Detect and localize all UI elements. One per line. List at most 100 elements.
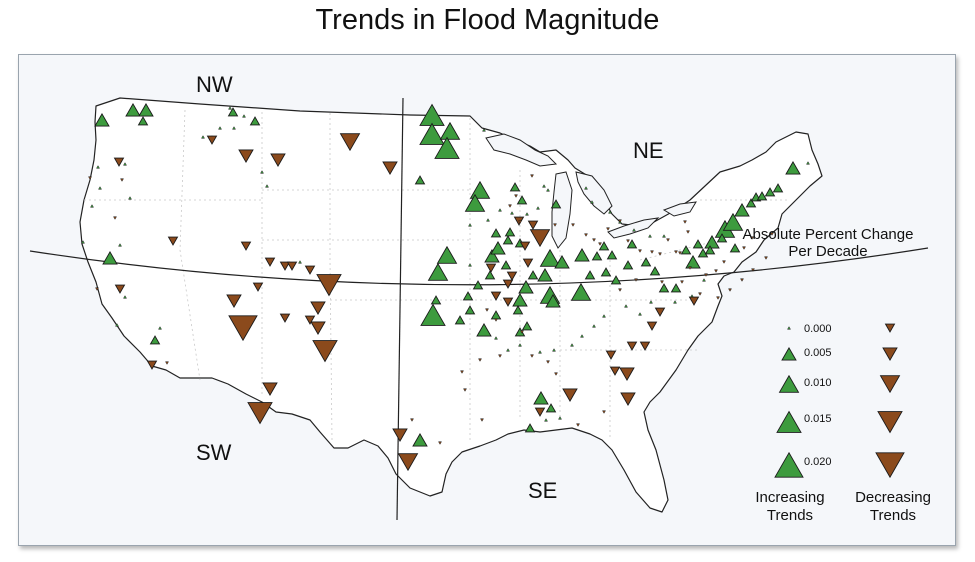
decreasing-trend-marker [660, 280, 664, 284]
decreasing-trend-marker [592, 238, 596, 242]
decreasing-trend-marker [238, 149, 254, 163]
increasing-trend-marker [600, 267, 612, 277]
increasing-trend-marker [626, 239, 638, 249]
decreasing-trend-marker [683, 220, 687, 224]
lake-huron [575, 171, 613, 215]
increasing-trend-marker [232, 126, 236, 130]
increasing-trend-marker [570, 343, 574, 347]
decreasing-trend-marker [247, 402, 273, 425]
increasing-trend-marker [606, 250, 618, 260]
increasing-trend-marker [533, 391, 549, 405]
increasing-trend-marker [685, 255, 701, 269]
legend-increasing-line2: Trends [766, 507, 814, 524]
increasing-trend-marker [624, 304, 628, 308]
increasing-trend-marker [494, 336, 498, 340]
decreasing-trend-marker [609, 366, 621, 376]
decreasing-trend-marker [527, 220, 539, 230]
increasing-trend-marker [512, 305, 524, 315]
decreasing-trend-marker [740, 278, 744, 282]
increasing-trend-marker [468, 223, 472, 227]
increasing-trend-marker [158, 326, 162, 330]
decreasing-trend-marker [113, 157, 125, 167]
decreasing-trend-marker [316, 274, 342, 297]
increasing-trend-marker [570, 282, 592, 301]
decreasing-trend-marker [304, 265, 316, 275]
increasing-trend-marker [484, 270, 496, 280]
increasing-trend-marker [414, 175, 426, 185]
increasing-trend-marker [498, 208, 502, 212]
legend-increasing-marker [776, 410, 802, 433]
increasing-trend-marker [509, 182, 521, 192]
legend-title-line2: Per Decade [788, 243, 868, 260]
vertical-region-divider [396, 97, 404, 521]
decreasing-trend-marker [619, 367, 635, 381]
increasing-trend-marker [436, 245, 458, 264]
increasing-trend-marker [536, 206, 540, 210]
decreasing-trend-marker [688, 266, 692, 270]
increasing-trend-marker [610, 275, 622, 285]
legend-increasing-line1: Increasing [755, 489, 825, 506]
decreasing-trend-marker [460, 370, 464, 374]
legend-decreasing-marker [877, 411, 903, 434]
decreasing-trend-marker [529, 229, 551, 248]
decreasing-trend-marker [304, 315, 316, 325]
lake-ontario [662, 201, 697, 217]
legend-decreasing-line1: Decreasing [855, 489, 931, 506]
increasing-trend-marker [430, 295, 442, 305]
increasing-trend-marker [592, 324, 596, 328]
decreasing-trend-marker [688, 296, 700, 306]
legend-value-4: 0.020 [804, 456, 832, 468]
increasing-trend-marker [662, 234, 666, 238]
decreasing-trend-marker [750, 236, 754, 240]
increasing-trend-marker [484, 249, 500, 263]
increasing-trend-marker [137, 116, 149, 126]
page-title: Trends in Flood Magnitude [315, 4, 660, 36]
decreasing-trend-marker [602, 410, 606, 414]
increasing-trend-marker [81, 240, 85, 244]
increasing-trend-marker [420, 303, 446, 326]
lake-erie [607, 217, 660, 239]
decreasing-trend-marker [502, 297, 514, 307]
decreasing-trend-marker [310, 321, 326, 335]
increasing-trend-marker [506, 348, 510, 352]
decreasing-trend-marker [310, 301, 326, 315]
decreasing-trend-marker [392, 428, 408, 442]
increasing-trend-marker [722, 212, 744, 231]
increasing-trend-marker [704, 235, 720, 249]
increasing-trend-marker [518, 343, 522, 347]
increasing-trend-marker [692, 239, 704, 249]
decreasing-trend-marker [382, 161, 398, 175]
decreasing-trend-marker [514, 194, 518, 198]
increasing-trend-marker [673, 300, 677, 304]
decreasing-trend-marker [770, 232, 774, 236]
decreasing-trend-marker [606, 227, 610, 231]
increasing-trend-marker [115, 323, 119, 327]
increasing-trend-marker [544, 418, 548, 422]
decreasing-trend-marker [410, 418, 414, 422]
decreasing-trend-marker [520, 330, 524, 334]
increasing-trend-marker [439, 121, 461, 140]
increasing-trend-marker [90, 204, 94, 208]
increasing-trend-marker [125, 103, 141, 117]
decreasing-trend-marker [463, 388, 467, 392]
decreasing-trend-marker [478, 358, 482, 362]
decreasing-trend-marker [240, 241, 252, 251]
legend-increasing-caption: Increasing Trends [735, 489, 845, 525]
legend-decreasing-marker [875, 452, 905, 479]
legend-decreasing-marker [884, 323, 896, 333]
decreasing-trend-marker [576, 423, 580, 427]
decreasing-trend-marker [498, 354, 502, 358]
decreasing-trend-marker [639, 341, 651, 351]
decreasing-trend-marker [751, 268, 755, 272]
decreasing-trend-marker [339, 133, 361, 152]
legend-title: Absolute Percent Change Per Decade [728, 226, 928, 260]
decreasing-trend-marker [654, 307, 666, 317]
increasing-trend-marker [527, 270, 539, 280]
decreasing-trend-marker [485, 308, 489, 312]
decreasing-trend-marker [605, 350, 617, 360]
decreasing-trend-marker [650, 250, 654, 254]
decreasing-trend-marker [620, 392, 636, 406]
legend-title-line1: Absolute Percent Change [742, 226, 914, 243]
increasing-trend-marker [697, 248, 709, 258]
